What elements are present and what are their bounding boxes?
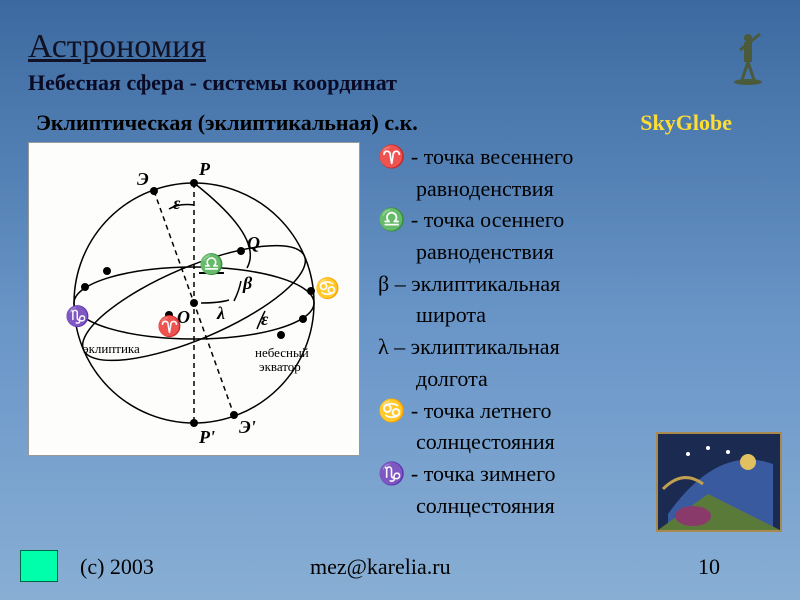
- page-title: Астрономия: [28, 28, 772, 66]
- legend-item: ♈ - точка весеннего: [378, 142, 772, 172]
- svg-text:экватор: экватор: [259, 359, 301, 374]
- legend-item: равноденствия: [378, 174, 772, 204]
- slide: Астрономия Небесная сфера - системы коор…: [0, 0, 800, 600]
- svg-text:небесный: небесный: [255, 345, 309, 360]
- legend-item: равноденствия: [378, 237, 772, 267]
- email: mez@karelia.ru: [310, 554, 660, 580]
- svg-text:λ: λ: [216, 303, 225, 323]
- legend-item: ♎ - точка осеннего: [378, 205, 772, 235]
- legend-item: λ – эклиптикальная: [378, 332, 772, 362]
- copyright: (с) 2003: [80, 554, 310, 580]
- svg-text:P': P': [198, 427, 215, 447]
- footer: (с) 2003 mez@karelia.ru 10: [0, 554, 800, 580]
- coord-system-name: Эклиптическая (эклиптикальная) с.к.: [36, 110, 418, 136]
- svg-text:Q: Q: [247, 233, 260, 253]
- svg-text:эклиптика: эклиптика: [83, 341, 140, 356]
- svg-text:♈: ♈: [157, 314, 182, 338]
- svg-text:♑: ♑: [65, 304, 90, 328]
- svg-text:♋: ♋: [315, 276, 340, 300]
- svg-text:♎: ♎: [199, 252, 224, 276]
- astronomer-icon: [730, 30, 766, 86]
- celestial-sphere-diagram: P P' Э Э' Q O ε β λ ε ♈ ♎ ♋ ♑ эклиптика …: [28, 142, 360, 456]
- svg-text:Э': Э': [239, 417, 256, 437]
- page-number: 10: [660, 554, 720, 580]
- header-row: Эклиптическая (эклиптикальная) с.к. SkyG…: [28, 110, 772, 136]
- svg-text:ε: ε: [173, 193, 181, 213]
- skyglobe-link[interactable]: SkyGlobe: [640, 110, 732, 136]
- svg-text:Э: Э: [137, 169, 149, 189]
- svg-text:P: P: [198, 159, 211, 179]
- flammarion-engraving-icon: [656, 432, 782, 532]
- legend-item: широта: [378, 300, 772, 330]
- svg-text:β: β: [242, 273, 253, 293]
- page-subtitle: Небесная сфера - системы координат: [28, 70, 772, 96]
- legend-item: β – эклиптикальная: [378, 269, 772, 299]
- legend-item: долгота: [378, 364, 772, 394]
- svg-text:ε: ε: [261, 309, 269, 329]
- legend-item: ♋ - точка летнего: [378, 396, 772, 426]
